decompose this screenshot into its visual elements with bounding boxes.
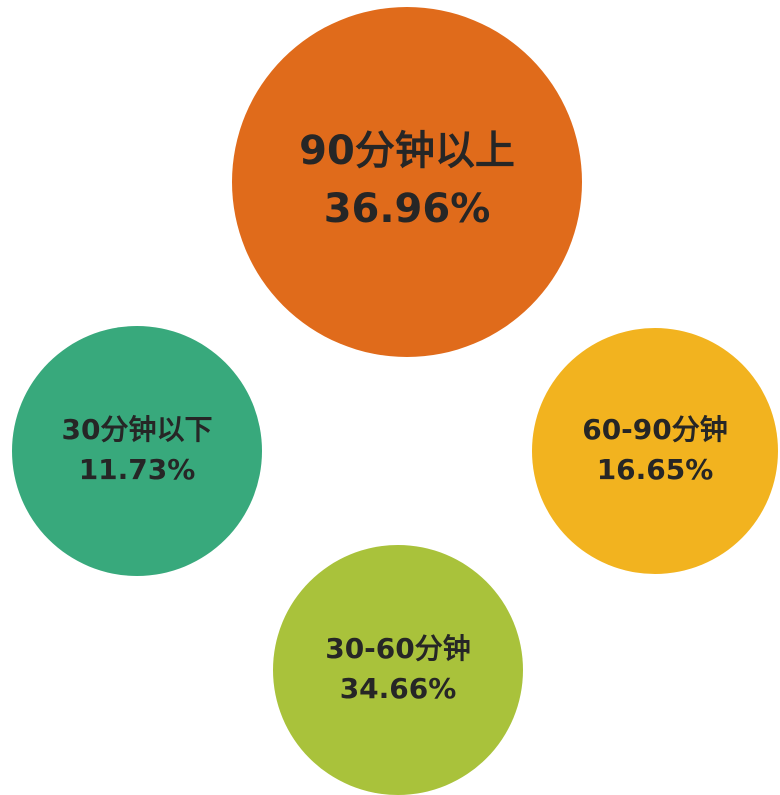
node-value: 34.66% [340, 672, 457, 705]
node-value: 36.96% [324, 186, 491, 232]
node-label: 60-90分钟 [582, 413, 728, 446]
node-label: 30分钟以下 [62, 413, 213, 446]
node-circle [273, 545, 523, 795]
node-value: 16.65% [597, 453, 714, 486]
node-label: 90分钟以上 [299, 128, 515, 174]
node-value: 11.73% [79, 453, 196, 486]
node-circle [12, 326, 262, 576]
node-circle [532, 328, 778, 574]
node-label: 30-60分钟 [325, 632, 471, 665]
node-circle [232, 7, 582, 357]
